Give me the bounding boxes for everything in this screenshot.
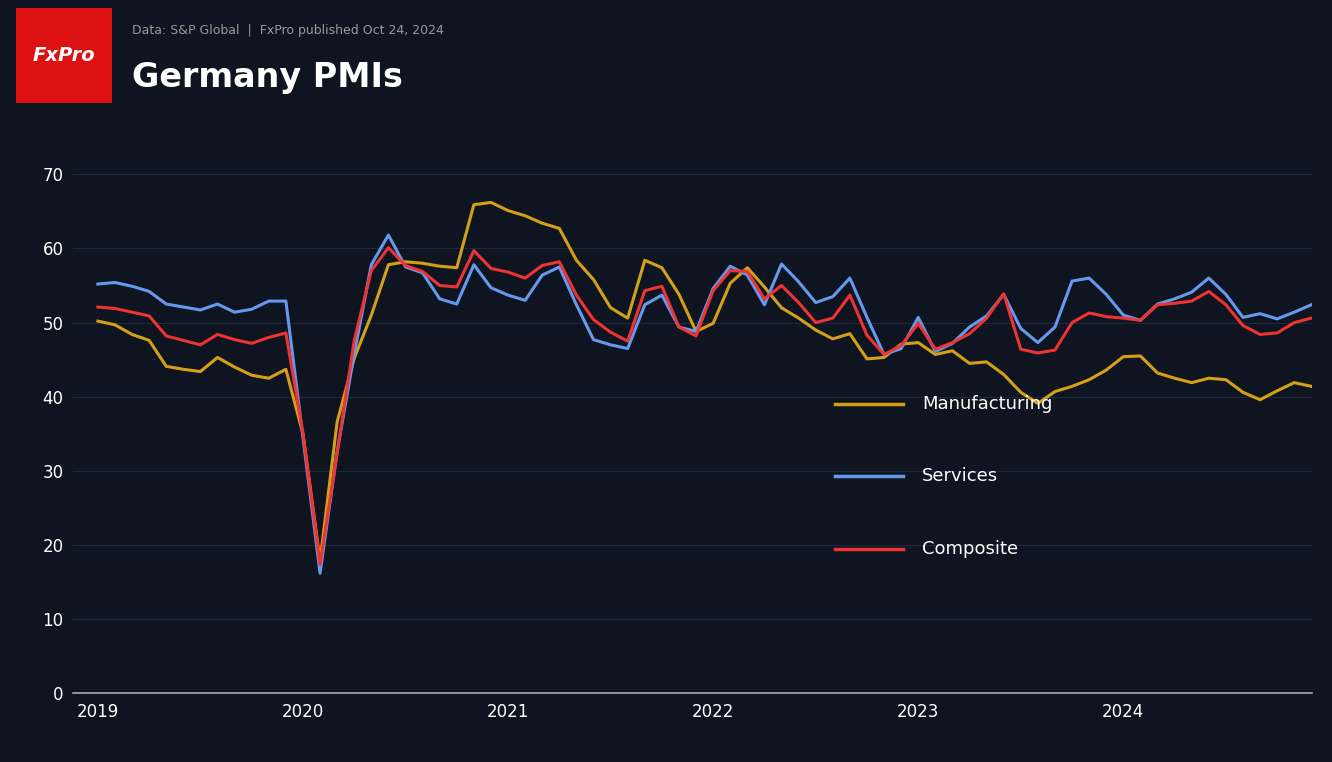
Text: FxPro: FxPro	[32, 46, 96, 65]
Text: Manufacturing: Manufacturing	[922, 395, 1052, 413]
Text: Services: Services	[922, 467, 998, 485]
Text: Composite: Composite	[922, 539, 1018, 558]
FancyBboxPatch shape	[16, 8, 112, 103]
Text: Germany PMIs: Germany PMIs	[132, 61, 402, 94]
Text: Data: S&P Global  |  FxPro published Oct 24, 2024: Data: S&P Global | FxPro published Oct 2…	[132, 24, 444, 37]
